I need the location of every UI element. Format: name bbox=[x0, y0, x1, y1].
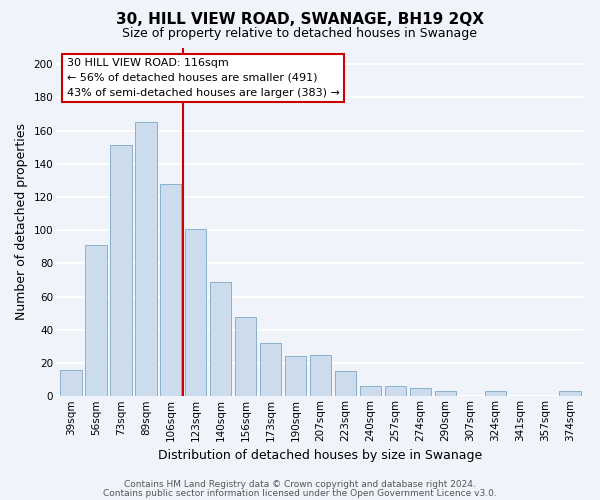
Bar bbox=[285, 356, 306, 397]
Bar bbox=[434, 392, 456, 396]
Bar bbox=[110, 146, 131, 396]
Bar bbox=[310, 354, 331, 397]
Bar bbox=[235, 316, 256, 396]
Bar bbox=[485, 392, 506, 396]
Bar bbox=[385, 386, 406, 396]
Text: 30, HILL VIEW ROAD, SWANAGE, BH19 2QX: 30, HILL VIEW ROAD, SWANAGE, BH19 2QX bbox=[116, 12, 484, 28]
Bar bbox=[61, 370, 82, 396]
Y-axis label: Number of detached properties: Number of detached properties bbox=[15, 124, 28, 320]
Bar bbox=[85, 245, 107, 396]
Text: Size of property relative to detached houses in Swanage: Size of property relative to detached ho… bbox=[122, 28, 478, 40]
Bar bbox=[160, 184, 181, 396]
Bar bbox=[360, 386, 381, 396]
Bar bbox=[335, 372, 356, 396]
Bar bbox=[185, 228, 206, 396]
Bar bbox=[210, 282, 232, 397]
Text: 30 HILL VIEW ROAD: 116sqm
← 56% of detached houses are smaller (491)
43% of semi: 30 HILL VIEW ROAD: 116sqm ← 56% of detac… bbox=[67, 58, 340, 98]
Bar bbox=[410, 388, 431, 396]
Bar bbox=[559, 392, 581, 396]
Text: Contains public sector information licensed under the Open Government Licence v3: Contains public sector information licen… bbox=[103, 488, 497, 498]
Bar bbox=[260, 343, 281, 396]
Bar bbox=[135, 122, 157, 396]
X-axis label: Distribution of detached houses by size in Swanage: Distribution of detached houses by size … bbox=[158, 450, 482, 462]
Text: Contains HM Land Registry data © Crown copyright and database right 2024.: Contains HM Land Registry data © Crown c… bbox=[124, 480, 476, 489]
